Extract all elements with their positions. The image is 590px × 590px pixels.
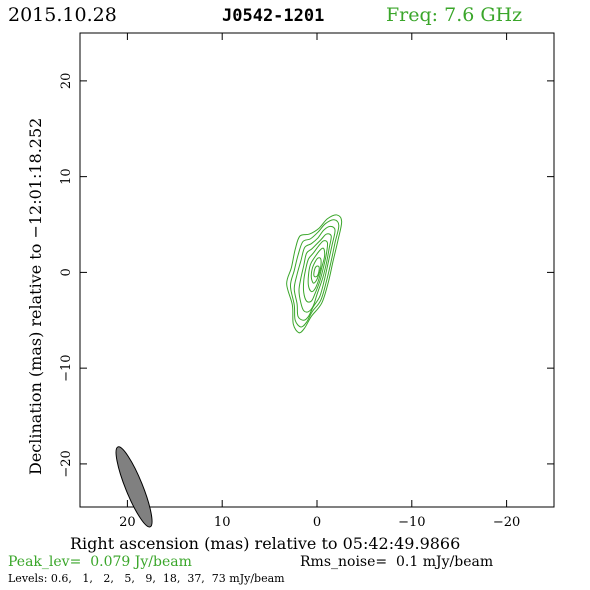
contour-level-5 xyxy=(298,233,332,313)
beam-shape xyxy=(115,446,153,528)
y-axis-label: Declination (mas) relative to −12:01:18.… xyxy=(26,118,45,475)
contour-level-0_6 xyxy=(286,214,343,334)
y-tick-label: 10 xyxy=(59,168,74,185)
contour-levels: Levels: 0.6, 1, 2, 5, 9, 18, 37, 73 mJy/… xyxy=(8,572,285,585)
x-tick-label: −10 xyxy=(398,515,425,530)
y-tick-label: −20 xyxy=(59,450,74,477)
source-name: J0542-1201 xyxy=(222,6,324,26)
contour-level-73 xyxy=(313,265,320,278)
contour-level-18 xyxy=(307,247,326,293)
x-tick-label: 20 xyxy=(119,515,136,530)
y-tick-labels: 20 10 0 −10 −20 xyxy=(59,73,74,478)
contour-level-1 xyxy=(289,219,340,328)
contour-level-2 xyxy=(293,225,336,321)
peak-level: Peak_lev= 0.079 Jy/beam xyxy=(8,554,192,570)
x-tick-label: 0 xyxy=(313,515,321,530)
x-tick-label: 10 xyxy=(214,515,231,530)
rms-noise: Rms_noise= 0.1 mJy/beam xyxy=(300,554,493,570)
y-tick-label: 20 xyxy=(59,73,74,90)
beam-ellipse xyxy=(115,446,153,528)
x-tick-labels: 20 10 0 −10 −20 xyxy=(119,515,520,530)
contour-level-37 xyxy=(310,257,322,284)
frequency-label: Freq: 7.6 GHz xyxy=(386,4,522,26)
contour-level-9 xyxy=(302,240,329,303)
y-tick-label: 0 xyxy=(59,268,74,276)
axis-ticks xyxy=(80,33,554,507)
y-tick-label: −10 xyxy=(59,354,74,381)
x-axis-label: Right ascension (mas) relative to 05:42:… xyxy=(70,534,460,553)
observation-date: 2015.10.28 xyxy=(8,4,117,26)
x-tick-label: −20 xyxy=(493,515,520,530)
contour-lines xyxy=(286,214,343,334)
plot-frame xyxy=(79,32,555,508)
